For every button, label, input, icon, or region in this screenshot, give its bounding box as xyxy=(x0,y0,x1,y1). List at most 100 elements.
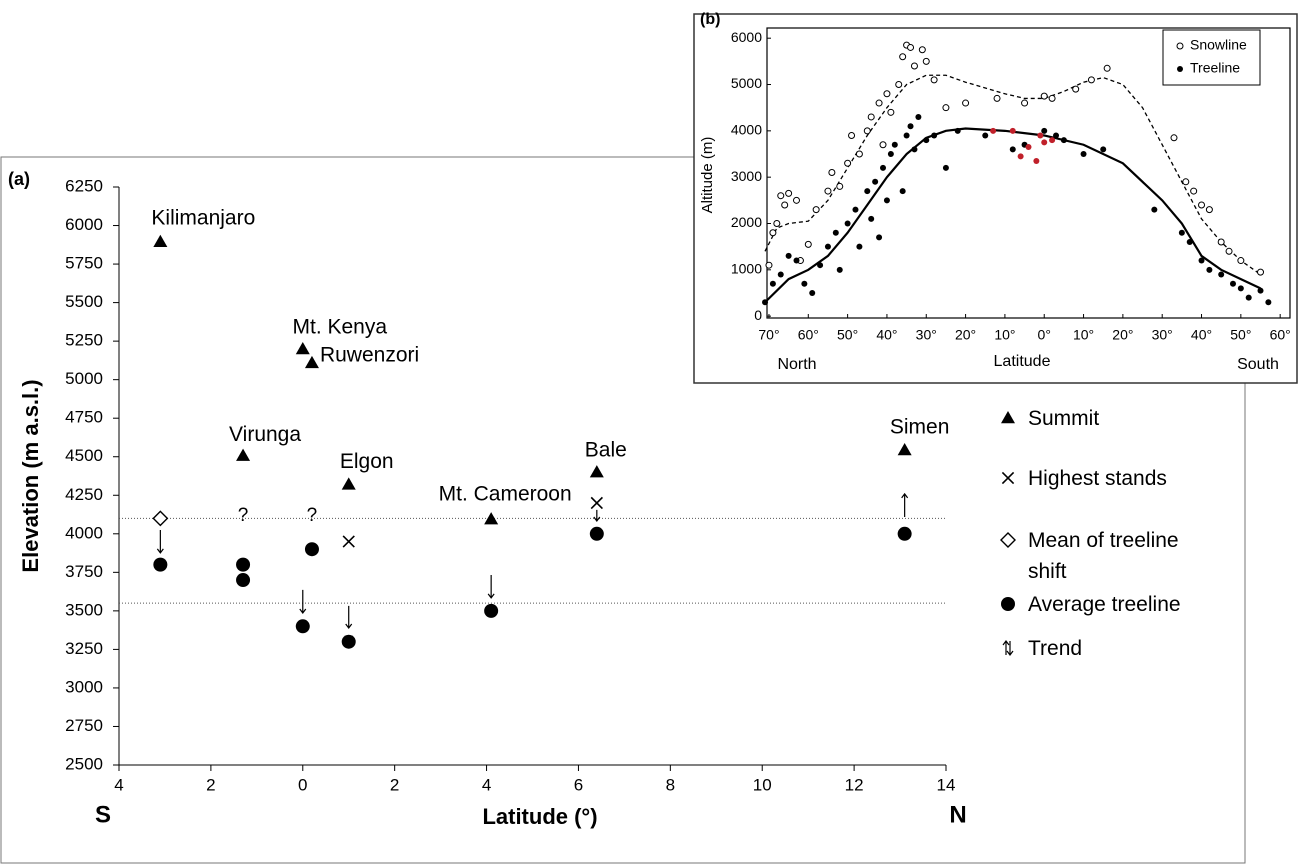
y-tick-label: 4750 xyxy=(65,408,103,427)
x-tick-label: 10 xyxy=(753,775,772,794)
y-tick-label: 3750 xyxy=(65,562,103,581)
y-tick-label: 6000 xyxy=(65,215,103,234)
data-point xyxy=(1025,144,1032,151)
data-point xyxy=(1237,257,1245,265)
point-label: Elgon xyxy=(340,450,394,473)
data-point xyxy=(1053,132,1060,139)
data-point xyxy=(990,127,997,134)
data-point xyxy=(867,113,875,121)
x-tick-label: 20° xyxy=(955,327,976,343)
legend-symbol xyxy=(1001,411,1015,424)
x-side-label: S xyxy=(95,801,111,828)
data-point xyxy=(879,141,887,149)
data-point xyxy=(824,243,831,250)
x-tick-label: 2 xyxy=(390,775,399,794)
data-point xyxy=(1009,127,1016,134)
x-tick-label: 0° xyxy=(1038,327,1051,343)
y-tick-label: 1000 xyxy=(731,261,762,277)
legend-symbol xyxy=(1176,42,1184,50)
data-point xyxy=(765,261,773,269)
x-tick-label: 20° xyxy=(1112,327,1133,343)
data-point xyxy=(923,137,930,144)
data-point xyxy=(836,182,844,190)
x-side-label: N xyxy=(949,801,966,828)
data-point xyxy=(1009,146,1016,153)
x-tick-label: 4 xyxy=(482,775,491,794)
data-point xyxy=(880,164,887,171)
data-point xyxy=(817,262,824,269)
data-point xyxy=(852,206,859,213)
data-point xyxy=(1080,151,1087,158)
data-point xyxy=(809,289,816,296)
data-point xyxy=(484,603,499,618)
data-point xyxy=(1060,137,1067,144)
y-tick-label: 6250 xyxy=(65,176,103,195)
legend-label: Summit xyxy=(1028,407,1100,430)
data-point xyxy=(1237,285,1244,292)
point-label: Bale xyxy=(585,439,627,462)
data-point xyxy=(844,159,852,167)
panel-label: (b) xyxy=(700,11,720,28)
y-tick-label: 3250 xyxy=(65,639,103,658)
data-point xyxy=(341,634,356,649)
legend-symbol xyxy=(1177,66,1183,72)
x-tick-label: 40° xyxy=(1191,327,1212,343)
y-tick-label: 3000 xyxy=(731,168,762,184)
data-point xyxy=(930,76,938,84)
data-point xyxy=(1198,257,1205,264)
data-point xyxy=(954,127,961,134)
y-tick-label: 2500 xyxy=(65,754,103,773)
data-point xyxy=(590,496,603,510)
data-point xyxy=(777,271,784,278)
x-tick-label: 30° xyxy=(916,327,937,343)
data-point xyxy=(864,188,871,195)
data-point xyxy=(1087,76,1095,84)
y-tick-label: 4500 xyxy=(65,446,103,465)
y-axis-label: Elevation (m a.s.l.) xyxy=(18,379,43,572)
fit-curve xyxy=(764,127,1261,304)
data-point xyxy=(899,53,907,61)
panel-label: (a) xyxy=(8,169,30,189)
data-point xyxy=(883,197,890,204)
point-label: Simen xyxy=(890,415,950,438)
data-point xyxy=(1037,132,1044,139)
data-point xyxy=(895,81,903,89)
data-point xyxy=(856,243,863,250)
x-tick-label: 8 xyxy=(666,775,675,794)
data-point xyxy=(922,57,930,65)
point-label: Mt. Cameroon xyxy=(439,483,572,506)
data-point xyxy=(1021,99,1029,107)
data-point xyxy=(236,557,251,572)
data-point xyxy=(993,94,1001,102)
data-point xyxy=(1206,266,1213,273)
data-point xyxy=(153,234,168,247)
data-point xyxy=(883,90,891,98)
x-axis-label: Latitude (°) xyxy=(482,804,597,829)
data-point xyxy=(1033,157,1040,164)
legend-symbol xyxy=(1001,597,1015,611)
data-point xyxy=(1190,187,1198,195)
data-point xyxy=(1257,268,1265,276)
y-tick-label: 5500 xyxy=(65,292,103,311)
x-tick-label: 12 xyxy=(845,775,864,794)
data-point xyxy=(1225,247,1233,255)
x-tick-label: 40° xyxy=(876,327,897,343)
data-point xyxy=(897,442,912,456)
data-point xyxy=(589,526,604,541)
point-label: Kilimanjaro xyxy=(151,206,255,229)
trend-arrow xyxy=(593,509,601,523)
annotation: ? xyxy=(307,505,318,526)
data-point xyxy=(1151,206,1158,213)
data-point xyxy=(769,280,776,287)
y-axis-label: Altitude (m) xyxy=(699,137,716,214)
x-tick-label: 4 xyxy=(114,775,123,794)
x-tick-label: 50° xyxy=(1230,327,1251,343)
x-tick-label: 60° xyxy=(798,327,819,343)
data-point xyxy=(903,132,910,139)
data-point xyxy=(1265,299,1272,306)
legend-label: Highest stands xyxy=(1028,467,1167,490)
data-point xyxy=(236,448,251,461)
x-tick-label: 50° xyxy=(837,327,858,343)
